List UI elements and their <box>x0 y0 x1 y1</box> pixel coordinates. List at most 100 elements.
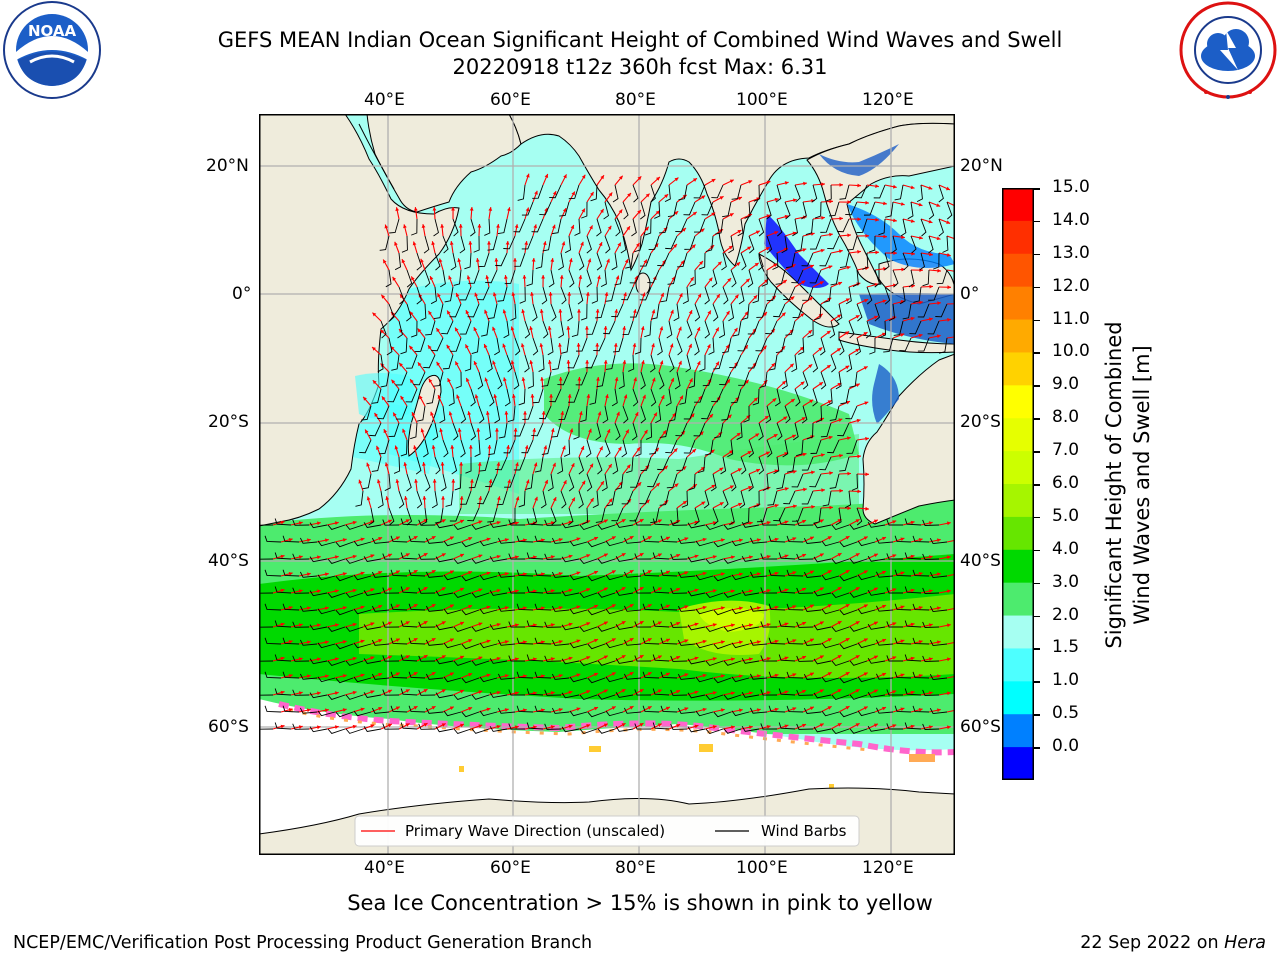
wave-arrow-head <box>665 638 670 643</box>
wind-barb <box>634 621 652 628</box>
wave-arrow-head <box>558 571 563 576</box>
wave-arrow-head <box>725 344 730 349</box>
wave-arrow-head <box>578 411 583 416</box>
wind-barb <box>687 726 706 733</box>
wind-barb <box>335 609 354 616</box>
wave-arrow-head <box>873 655 878 660</box>
wave-arrow-head <box>492 326 496 331</box>
wind-barb <box>521 235 534 250</box>
wind-barb <box>677 707 696 714</box>
wind-barb <box>826 388 833 406</box>
wind-barb <box>471 728 490 734</box>
wind-barb <box>744 201 751 219</box>
wave-arrow-head <box>947 285 951 290</box>
wind-barb <box>634 655 652 662</box>
wave-arrow-head <box>720 572 725 577</box>
wind-barb <box>461 541 480 548</box>
wind-barb <box>568 388 580 403</box>
wind-barb <box>541 439 552 455</box>
wind-barb <box>713 541 732 548</box>
colorbar-tick-mark <box>1034 220 1040 223</box>
wind-barb <box>425 707 444 714</box>
sea-ice-caption: Sea Ice Concentration > 15% is shown in … <box>347 891 933 915</box>
wave-arrow-head <box>802 248 807 252</box>
wave-arrow-head <box>550 657 555 661</box>
wave-arrow-head <box>679 395 683 400</box>
wind-barb <box>630 473 642 488</box>
wave-arrow-head <box>837 655 842 659</box>
colorbar-tick-label: 8.0 <box>1052 407 1080 428</box>
wind-barb <box>705 558 724 565</box>
wind-barb <box>596 371 606 388</box>
wind-barb <box>711 388 724 403</box>
wind-barb <box>685 354 692 373</box>
wind-barb <box>873 184 886 199</box>
wind-barb <box>449 303 462 318</box>
wind-barb <box>728 235 734 254</box>
wave-arrow-head <box>784 487 789 491</box>
wave-arrow-head <box>342 572 347 576</box>
wind-barb <box>569 574 588 581</box>
wind-barb <box>547 337 554 356</box>
wave-arrow-head <box>306 538 311 543</box>
wave-arrow-head <box>621 621 626 625</box>
wave-arrow-head <box>438 258 443 263</box>
wind-barb <box>722 286 729 305</box>
wave-arrow-head <box>560 411 565 415</box>
wind-barb <box>597 524 616 530</box>
wind-barb <box>731 540 750 547</box>
wind-barb <box>418 587 436 594</box>
wind-barb <box>773 303 786 318</box>
wave-arrow-head <box>828 435 833 440</box>
wind-barb <box>759 371 768 388</box>
wind-barb <box>551 707 570 714</box>
wave-arrow-head <box>473 361 478 366</box>
wind-barb <box>922 621 940 628</box>
wind-barb <box>368 507 375 526</box>
wind-barb <box>922 269 930 287</box>
wave-arrow-head <box>524 241 529 245</box>
wind-barb <box>597 728 616 734</box>
wind-barb <box>513 422 526 437</box>
colorbar-tick-mark <box>1034 747 1040 749</box>
wind-barb <box>508 723 526 730</box>
wave-arrow-head <box>525 207 530 212</box>
wave-arrow-head <box>729 213 734 217</box>
wind-barb <box>390 569 408 577</box>
wind-barb <box>695 574 714 581</box>
wind-barb <box>601 473 608 492</box>
wave-arrow-head <box>387 519 392 524</box>
wind-barb <box>557 456 564 475</box>
wind-barb <box>756 303 768 318</box>
wave-arrow-head <box>910 656 915 661</box>
wind-barb <box>534 569 552 577</box>
wave-arrow-head <box>863 570 868 574</box>
wave-arrow-head <box>563 480 567 485</box>
wave-arrow-head <box>613 343 618 347</box>
wind-barb <box>526 654 544 662</box>
wind-barb <box>406 269 413 288</box>
wave-arrow-head <box>298 623 303 627</box>
wave-arrow-head <box>502 309 507 314</box>
wind-barb <box>508 621 526 628</box>
wave-arrow-head <box>678 360 682 365</box>
colorbar-tick-label: 13.0 <box>1052 242 1090 263</box>
wave-arrow-head <box>419 395 423 400</box>
wave-arrow-head <box>792 231 797 236</box>
wave-arrow-head <box>684 673 689 677</box>
wind-barb <box>309 522 328 529</box>
wave-arrow-head <box>784 690 789 695</box>
wind-barb <box>569 642 588 649</box>
wind-barb <box>723 660 742 666</box>
wave-arrow-head <box>576 343 581 347</box>
wave-arrow-head <box>756 640 761 644</box>
wind-barb <box>666 473 678 489</box>
wind-barb <box>783 490 796 505</box>
wave-arrow-head <box>455 361 459 366</box>
wave-arrow-head <box>525 173 530 178</box>
colorbar-tick-mark <box>1034 516 1040 519</box>
wave-arrow-head <box>430 411 434 416</box>
wave-arrow-head <box>384 224 389 229</box>
wave-arrow-head <box>494 258 499 262</box>
wind-barb <box>760 519 778 526</box>
